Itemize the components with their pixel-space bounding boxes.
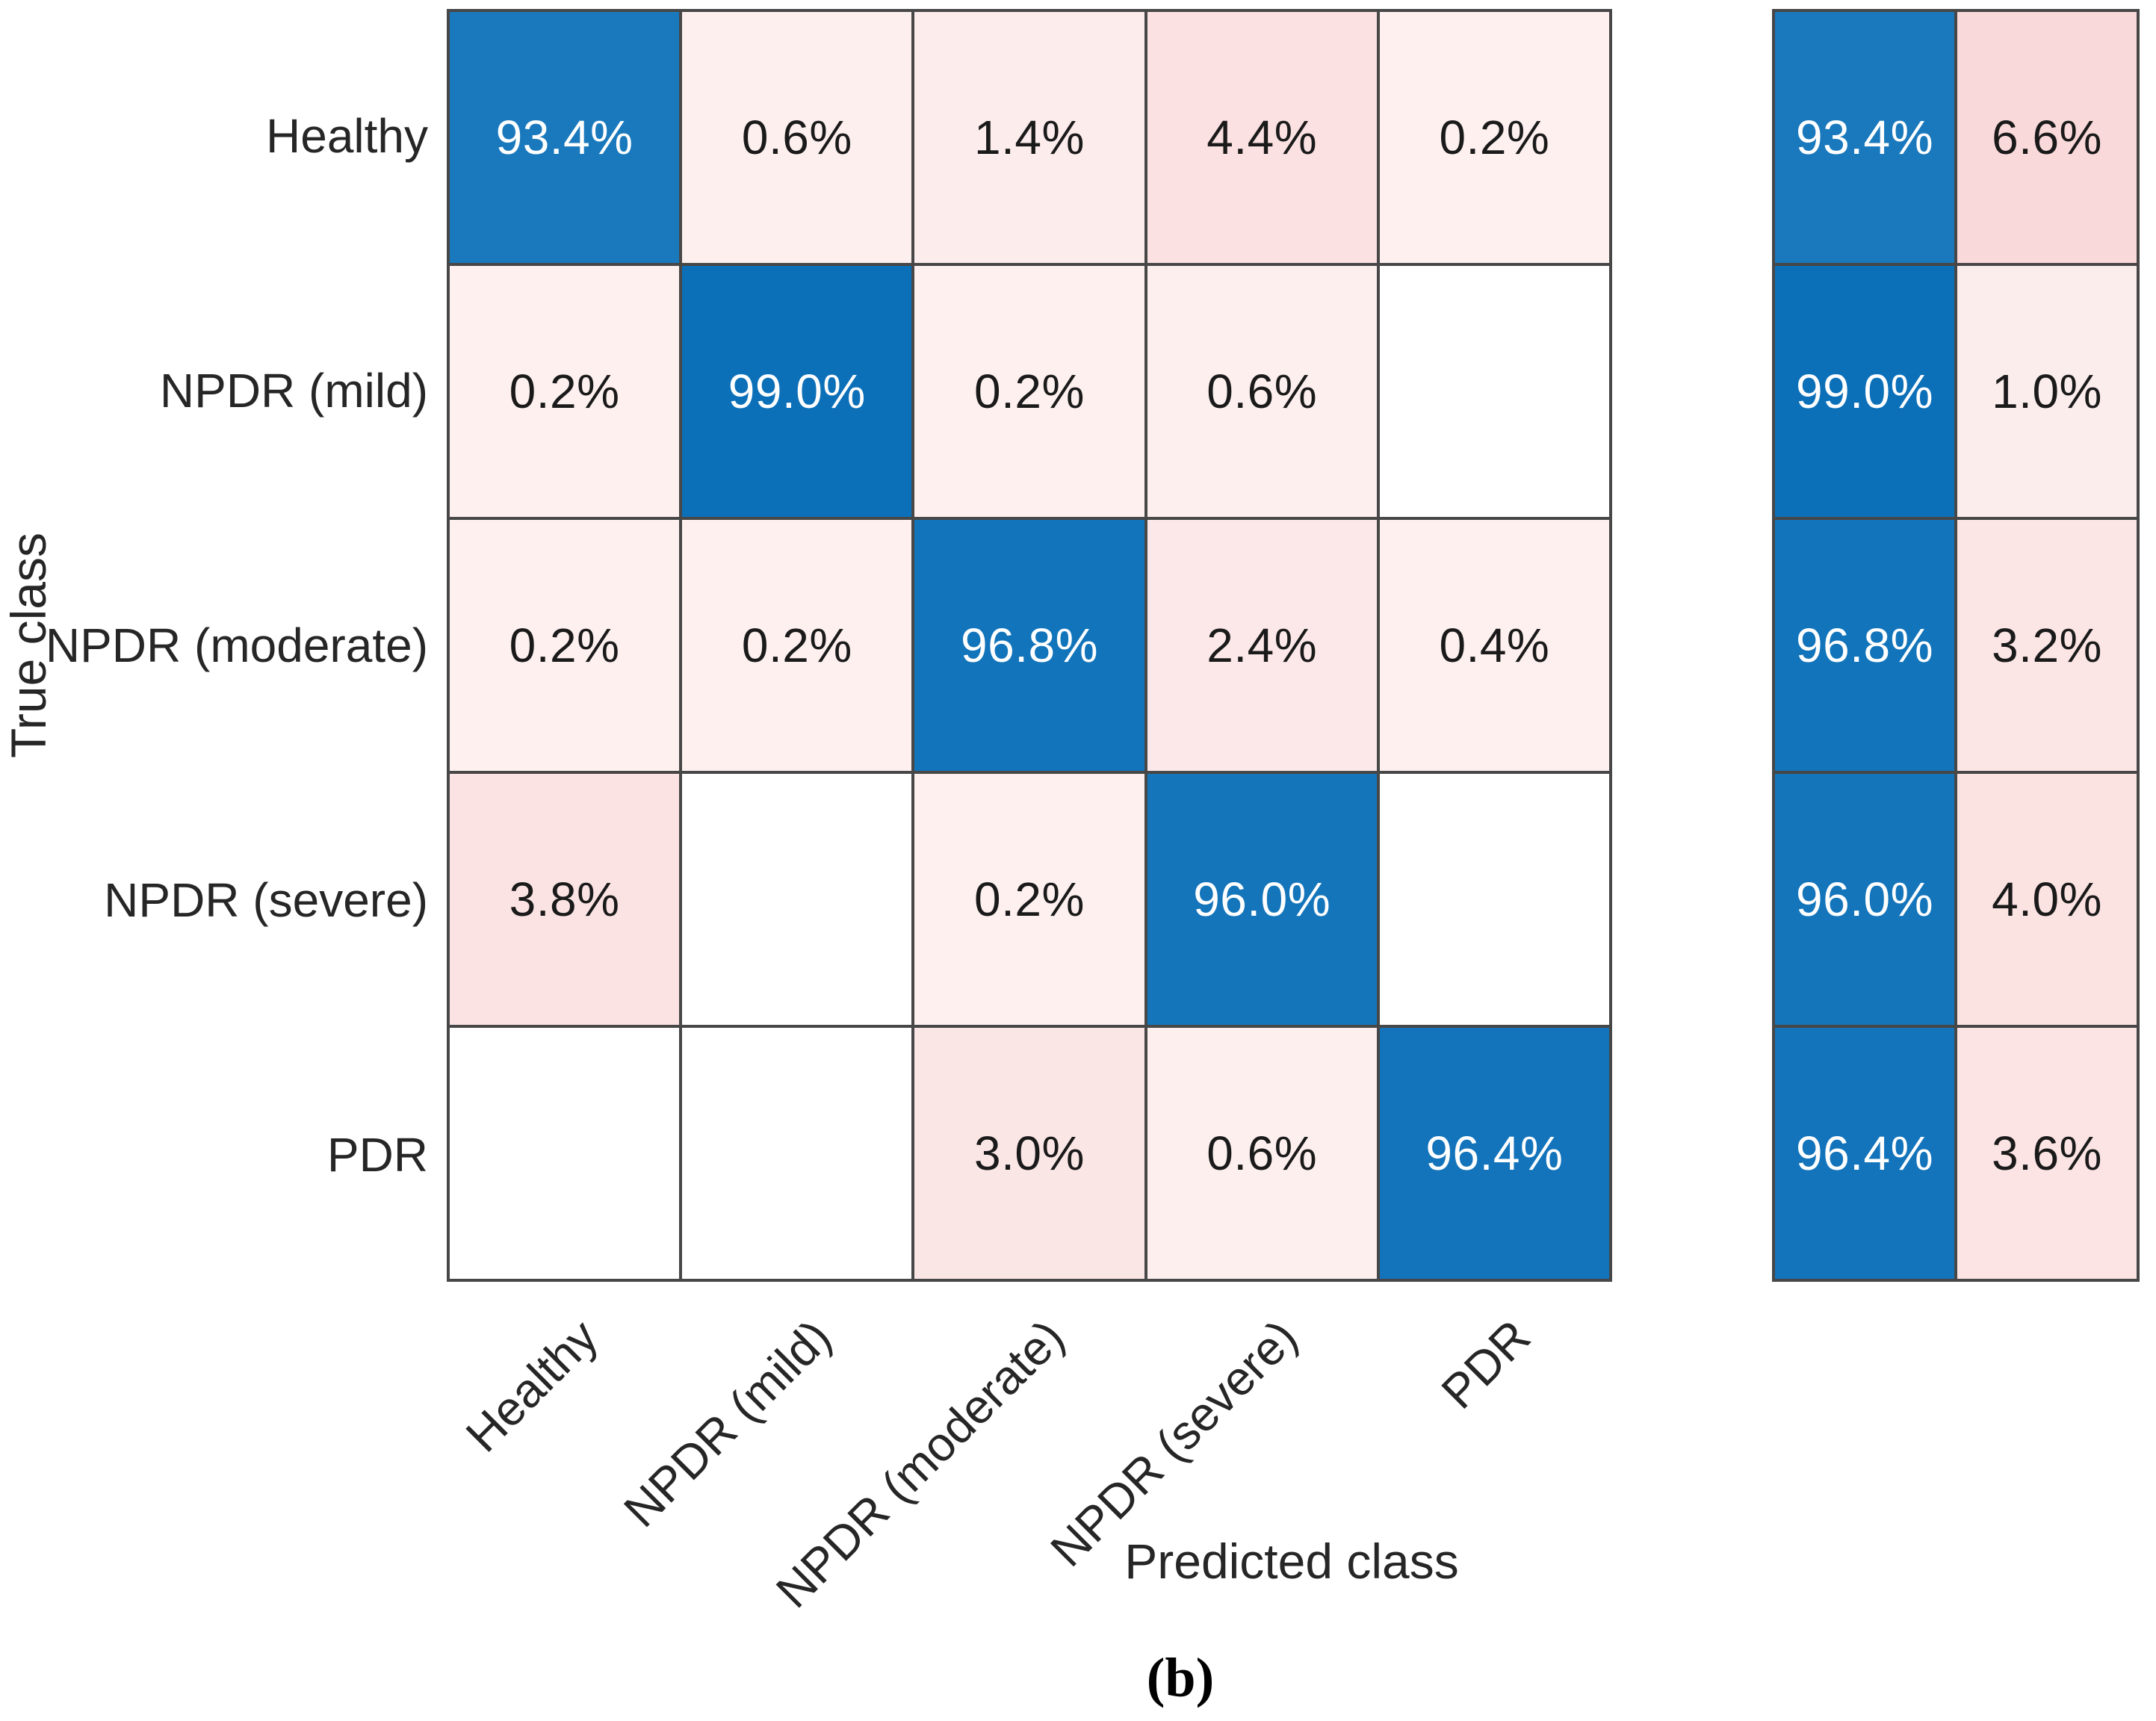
x-tick-label-2: NPDR (moderate) (766, 1309, 1075, 1619)
matrix-cell-r0c3: 4.4% (1145, 10, 1378, 264)
summary-fnr-cell-r2: 3.2% (1956, 518, 2138, 772)
figure-caption: (b) (1146, 1647, 1215, 1709)
y-tick-label-3: NPDR (severe) (104, 872, 428, 927)
matrix-cell-r1c1: 99.0% (681, 264, 914, 518)
confusion-matrix-grid: 93.4% 0.6% 1.4% 4.4% 0.2% 0.2% 99.0% 0.2% 0.6% 0.… (447, 9, 1612, 1282)
y-tick-label-2: NPDR (moderate) (45, 618, 428, 672)
matrix-cell-r3c1 (681, 772, 914, 1026)
summary-tpr-cell-r4: 96.4% (1774, 1026, 1956, 1280)
y-tick-label-0: Healthy (266, 109, 428, 164)
summary-tpr-cell-r3: 96.0% (1774, 772, 1956, 1026)
summary-tpr-cell-r0: 93.4% (1774, 10, 1956, 264)
matrix-cell-r2c4: 0.4% (1378, 518, 1611, 772)
summary-fnr-cell-r3: 4.0% (1956, 772, 2138, 1026)
matrix-cell-r3c4 (1378, 772, 1611, 1026)
matrix-cell-r1c3: 0.6% (1145, 264, 1378, 518)
row-summary-grid: 93.4% 6.6% 99.0% 1.0% 96.8% 3.2% 96.0% 4.0% 96.4… (1772, 9, 2140, 1282)
y-tick-label-4: PDR (326, 1127, 428, 1182)
summary-tpr-cell-r2: 96.8% (1774, 518, 1956, 772)
x-axis-label: Predicted class (1124, 1534, 1459, 1589)
summary-fnr-cell-r0: 6.6% (1956, 10, 2138, 264)
matrix-cell-r0c1: 0.6% (681, 10, 914, 264)
matrix-cell-r2c3: 2.4% (1145, 518, 1378, 772)
matrix-cell-r0c4: 0.2% (1378, 10, 1611, 264)
summary-fnr-cell-r1: 1.0% (1956, 264, 2138, 518)
matrix-cell-r3c3: 96.0% (1145, 772, 1378, 1026)
matrix-cell-r4c2: 3.0% (913, 1026, 1146, 1280)
matrix-cell-r1c0: 0.2% (448, 264, 681, 518)
matrix-cell-r2c0: 0.2% (448, 518, 681, 772)
matrix-cell-r4c3: 0.6% (1145, 1026, 1378, 1280)
x-tick-label-1: NPDR (mild) (613, 1309, 842, 1538)
matrix-cell-r1c2: 0.2% (913, 264, 1146, 518)
matrix-cell-r3c2: 0.2% (913, 772, 1146, 1026)
matrix-cell-r2c1: 0.2% (681, 518, 914, 772)
x-tick-label-0: Healthy (455, 1309, 609, 1463)
x-tick-label-3: NPDR (severe) (1040, 1309, 1308, 1577)
y-tick-label-1: NPDR (mild) (159, 364, 428, 418)
summary-fnr-cell-r4: 3.6% (1956, 1026, 2138, 1280)
matrix-cell-r2c2: 96.8% (913, 518, 1146, 772)
summary-tpr-cell-r1: 99.0% (1774, 264, 1956, 518)
matrix-cell-r4c1 (681, 1026, 914, 1280)
matrix-cell-r3c0: 3.8% (448, 772, 681, 1026)
matrix-cell-r1c4 (1378, 264, 1611, 518)
matrix-cell-r0c0: 93.4% (448, 10, 681, 264)
matrix-cell-r0c2: 1.4% (913, 10, 1146, 264)
matrix-cell-r4c4: 96.4% (1378, 1026, 1611, 1280)
matrix-cell-r4c0 (448, 1026, 681, 1280)
